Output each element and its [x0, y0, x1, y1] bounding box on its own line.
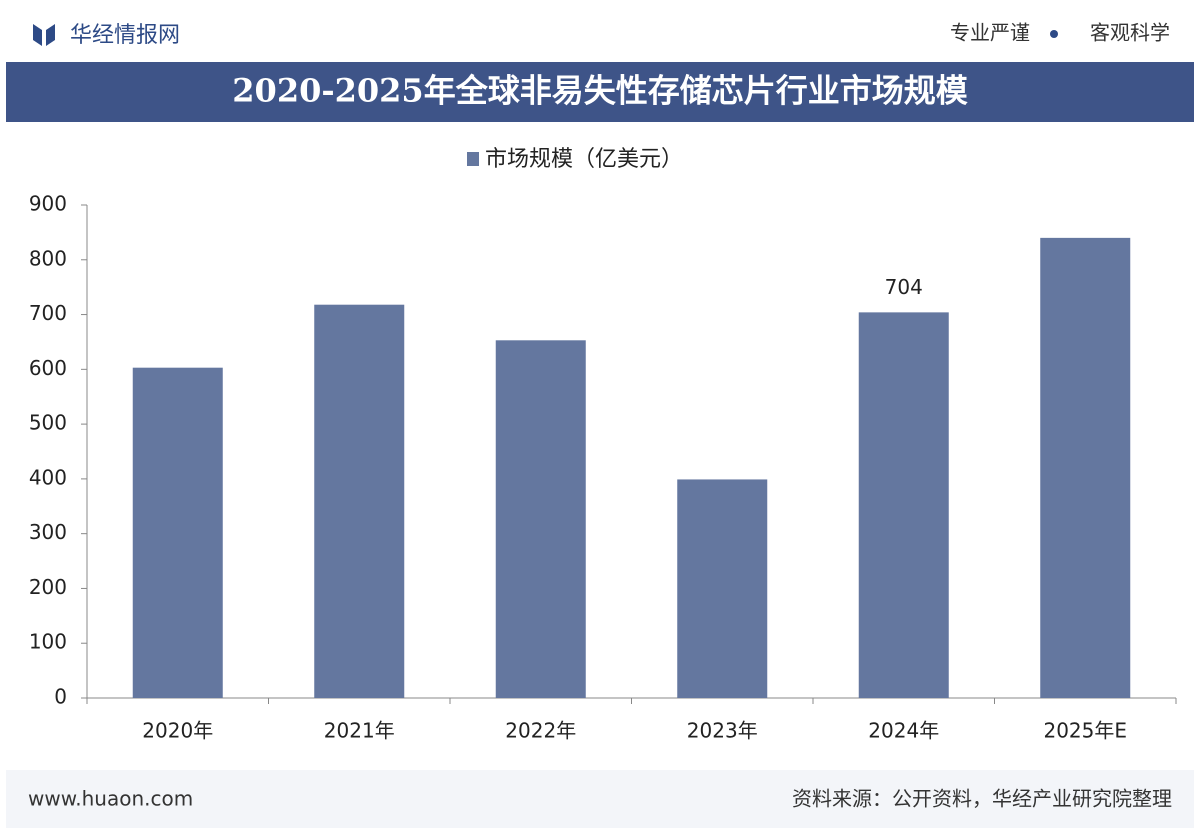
logo-text: 华经情报网	[70, 23, 180, 48]
slogan: 客观科学	[1090, 21, 1170, 45]
y-tick-label: 300	[29, 520, 67, 544]
y-tick-label: 500	[29, 411, 67, 435]
footer-bar	[6, 770, 1194, 828]
legend-swatch	[467, 152, 479, 166]
bar	[495, 340, 586, 698]
y-tick-label: 200	[29, 575, 67, 599]
x-tick-label: 2023年	[687, 719, 758, 743]
x-tick-label: 2020年	[142, 719, 213, 743]
y-tick-label: 700	[29, 301, 67, 325]
footer-source: 资料来源：公开资料，华经产业研究院整理	[792, 787, 1172, 811]
logo-icon	[33, 24, 55, 46]
bar	[132, 367, 223, 698]
bar	[1040, 237, 1131, 698]
chart-title: 2020-2025年全球非易失性存储芯片行业市场规模	[232, 72, 967, 110]
x-tick-label: 2021年	[324, 719, 395, 743]
y-tick-label: 600	[29, 356, 67, 380]
bar	[858, 312, 949, 698]
x-tick-label: 2022年	[505, 719, 576, 743]
footer-url: www.huaon.com	[28, 787, 193, 811]
legend-label: 市场规模（亿美元）	[485, 147, 683, 172]
title-bar	[6, 62, 1194, 122]
slogan: 专业严谨	[950, 21, 1030, 45]
x-tick-label: 2025年E	[1043, 719, 1127, 743]
y-tick-label: 800	[29, 246, 67, 270]
bar	[314, 304, 405, 698]
data-label: 704	[885, 275, 923, 299]
x-tick-label: 2024年	[868, 719, 939, 743]
slogan-dot	[1050, 30, 1058, 38]
y-tick-label: 0	[54, 685, 67, 709]
y-tick-label: 400	[29, 465, 67, 489]
y-tick-label: 100	[29, 630, 67, 654]
bar	[677, 479, 768, 698]
y-tick-label: 900	[29, 192, 67, 216]
